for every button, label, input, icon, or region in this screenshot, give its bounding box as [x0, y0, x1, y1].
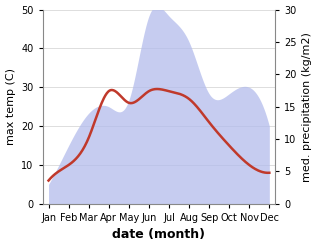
Y-axis label: med. precipitation (kg/m2): med. precipitation (kg/m2) [302, 32, 313, 182]
Y-axis label: max temp (C): max temp (C) [5, 68, 16, 145]
X-axis label: date (month): date (month) [113, 228, 205, 242]
